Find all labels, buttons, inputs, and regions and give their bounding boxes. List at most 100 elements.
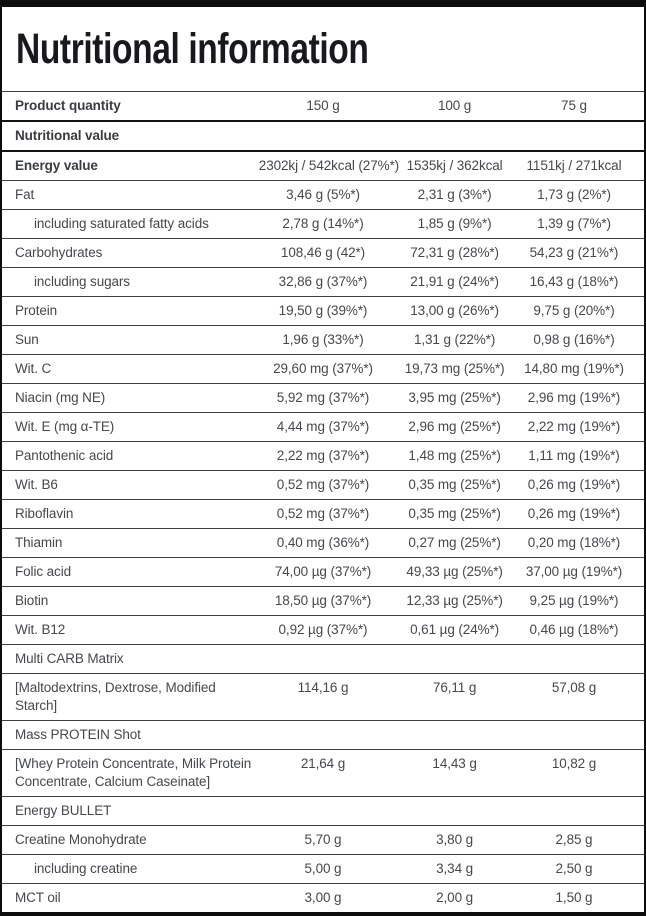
table-row: Sun 1,96 g (33%*) 1,31 g (22%*) 0,98 g (16%… [2, 326, 644, 355]
table-row: Nutritional value [2, 122, 644, 152]
row-label: Riboflavin [15, 506, 74, 521]
row-value-col1: 5,92 mg (37%*) [276, 390, 370, 405]
row-value-col1: 19,50 g (39%*) [278, 303, 368, 318]
row-label: Protein [15, 303, 58, 318]
row-value-col1: 18,50 µg (37%*) [274, 593, 372, 608]
row-label: Mass PROTEIN Shot [15, 727, 141, 742]
row-value-col2: 0,61 µg (24%*) [410, 622, 500, 637]
row-value-col1: 0,40 mg (36%*) [276, 535, 370, 550]
table-row: including creatine 5,00 g 3,34 g 2,50 g [2, 855, 644, 884]
row-value-col3: 0,26 mg (19%*) [527, 477, 621, 492]
table-row: Wit. C 29,60 mg (37%*) 19,73 mg (25%*) 14,8… [2, 355, 644, 384]
row-value-col3: 1,39 g (7%*) [537, 216, 611, 231]
row-label: Pantothenic acid [15, 448, 114, 463]
row-value-col2: 0,35 mg (25%*) [408, 477, 501, 492]
row-label: MCT oil [15, 890, 61, 905]
page-title: Nutritional information [16, 24, 369, 73]
row-value-col1: 108,46 g (42*) [280, 245, 366, 260]
row-value-col2: 19,73 mg (25%*) [404, 361, 505, 376]
row-value-col3: 0,20 mg (18%*) [527, 535, 621, 550]
row-value-col2: 12,33 µg (25%*) [406, 593, 503, 608]
table-row: Folic acid 74,00 µg (37%*) 49,33 µg (25%*)… [2, 558, 644, 587]
row-value-col3: 0,26 mg (19%*) [527, 506, 621, 521]
table-row: Creatine Monohydrate 5,70 g 3,80 g 2,85 g [2, 826, 644, 855]
row-value-col3: 54,23 g (21%*) [529, 245, 619, 260]
row-label: Wit. E (mg α-TE) [15, 419, 115, 434]
row-value-col3: 37,00 µg (19%*) [525, 564, 623, 579]
table-body: Product quantity 150 g 100 g 75 g Nutritiona… [2, 92, 644, 912]
table-row: Niacin (mg NE) 5,92 mg (37%*) 3,95 mg (25%… [2, 384, 644, 413]
table-row: Wit. B6 0,52 mg (37%*) 0,35 mg (25%*) 0,26 … [2, 471, 644, 500]
row-value-col3: 57,08 g [551, 680, 597, 695]
row-label: including sugars [34, 274, 130, 289]
table-row: Biotin 18,50 µg (37%*) 12,33 µg (25%*) 9,25… [2, 587, 644, 616]
row-value-col1: 21,64 g [300, 756, 346, 771]
table-row: Protein 19,50 g (39%*) 13,00 g (26%*) 9,75 … [2, 297, 644, 326]
table-row: Energy value 2302kj / 542kcal (27%*) 1535k… [2, 152, 644, 181]
row-value-col3: 75 g [561, 98, 587, 113]
row-label: Energy value [15, 158, 98, 173]
row-label: Thiamin [15, 535, 63, 550]
row-value-col3: 1151kj / 271kcal [526, 158, 622, 173]
row-label: Product quantity [15, 98, 121, 113]
table-row: Riboflavin 0,52 mg (37%*) 0,35 mg (25%*) 0,… [2, 500, 644, 529]
row-value-col2: 2,96 mg (25%*) [408, 419, 501, 434]
table-row: [Whey Protein Concentrate, Milk Protein … [2, 750, 644, 797]
row-value-col1: 0,92 µg (37%*) [278, 622, 368, 637]
row-label: Creatine Monohydrate [15, 832, 147, 847]
row-value-col3: 9,75 g (20%*) [533, 303, 615, 318]
row-value-col1: 2302kj / 542kcal (27%*) [258, 158, 400, 173]
table-row: Carbohydrates 108,46 g (42*) 72,31 g (28%*… [2, 239, 644, 268]
row-value-col1: 5,00 g [304, 861, 342, 876]
row-value-col3: 2,96 mg (19%*) [527, 390, 621, 405]
table-row: Product quantity 150 g 100 g 75 g [2, 92, 644, 122]
row-value-col2: 100 g [437, 98, 472, 113]
row-value-col3: 16,43 g (18%*) [529, 274, 619, 289]
row-value-col1: 114,16 g [297, 680, 349, 695]
row-value-col2: 72,31 g (28%*) [410, 245, 499, 260]
row-value-col1: 2,78 g (14%*) [282, 216, 364, 231]
row-label: Nutritional value [15, 128, 120, 143]
row-value-col1: 3,00 g [304, 890, 342, 905]
table-row: Wit. E (mg α-TE) 4,44 mg (37%*) 2,96 mg (2… [2, 413, 644, 442]
row-value-col2: 49,33 µg (25%*) [406, 564, 503, 579]
row-value-col1: 29,60 mg (37%*) [273, 361, 373, 376]
row-label: Sun [15, 332, 39, 347]
row-value-col3: 2,50 g [555, 861, 593, 876]
row-value-col3: 2,85 g [555, 832, 593, 847]
row-value-col2: 21,91 g (24%*) [410, 274, 499, 289]
row-value-col3: 1,11 mg (19%*) [528, 448, 620, 463]
table-row: including saturated fatty acids 2,78 g (1… [2, 210, 644, 239]
row-value-col3: 1,73 g (2%*) [537, 187, 611, 202]
row-value-col2: 76,11 g [432, 680, 477, 695]
row-value-col1: 150 g [306, 98, 340, 113]
row-value-col2: 2,31 g (3%*) [417, 187, 492, 202]
table-row: Multi CARB Matrix [2, 645, 644, 674]
row-value-col3: 0,98 g (16%*) [533, 332, 615, 347]
row-label: Fat [15, 187, 35, 202]
table-row: Fat 3,46 g (5%*) 2,31 g (3%*) 1,73 g (2%*) [2, 181, 644, 210]
row-value-col1: 2,22 mg (37%*) [276, 448, 370, 463]
row-value-col2: 1,48 mg (25%*) [408, 448, 501, 463]
table-row: Thiamin 0,40 mg (36%*) 0,27 mg (25%*) 0,20 … [2, 529, 644, 558]
row-value-col3: 9,25 µg (19%*) [529, 593, 619, 608]
table-row: Mass PROTEIN Shot [2, 721, 644, 750]
row-value-col2: 0,35 mg (25%*) [408, 506, 501, 521]
row-label: Wit. B12 [15, 622, 66, 637]
row-value-col2: 1,85 g (9%*) [417, 216, 492, 231]
row-value-col2: 14,43 g [432, 756, 477, 771]
row-value-col3: 10,82 g [551, 756, 597, 771]
row-value-col2: 13,00 g (26%*) [410, 303, 499, 318]
row-label: [Whey Protein Concentrate, Milk Protein … [15, 756, 252, 789]
row-label: Energy BULLET [15, 803, 112, 818]
row-label: Carbohydrates [15, 245, 103, 260]
row-value-col2: 3,34 g [436, 861, 474, 876]
row-value-col1: 32,86 g (37%*) [278, 274, 368, 289]
row-value-col2: 0,27 mg (25%*) [408, 535, 501, 550]
row-label: Niacin (mg NE) [15, 390, 106, 405]
row-value-col2: 1,31 g (22%*) [413, 332, 496, 347]
row-value-col1: 1,96 g (33%*) [282, 332, 364, 347]
row-value-col1: 74,00 µg (37%*) [274, 564, 372, 579]
table-row: Pantothenic acid 2,22 mg (37%*) 1,48 mg (2… [2, 442, 644, 471]
row-label: Biotin [15, 593, 49, 608]
